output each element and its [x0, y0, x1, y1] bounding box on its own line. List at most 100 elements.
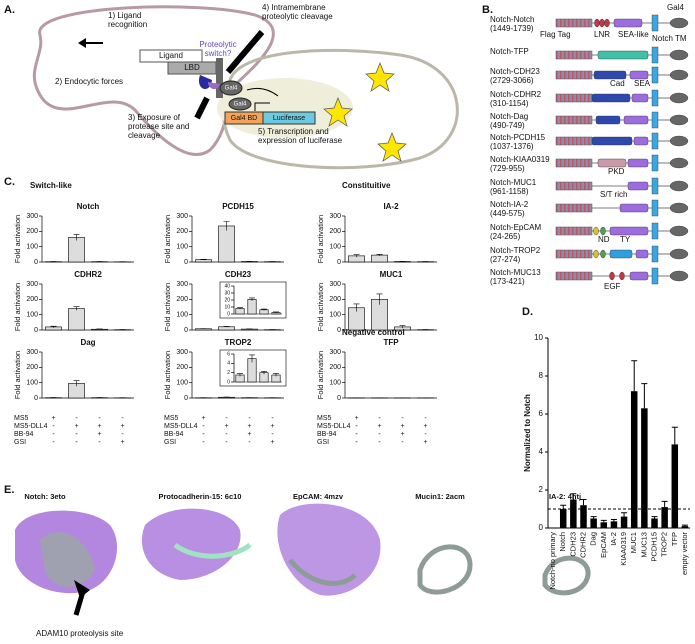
tm	[651, 267, 659, 285]
y-tick-label: 0	[34, 259, 38, 266]
bar	[681, 526, 689, 528]
domain	[591, 93, 631, 103]
condition-sign: -	[225, 415, 228, 422]
step-label: 1) Ligand	[108, 11, 141, 20]
condition-sign: -	[401, 415, 404, 422]
condition-sign: +	[400, 431, 404, 438]
y-tick-label: 100	[329, 380, 341, 387]
error-bar	[237, 373, 243, 377]
condition-sign: +	[400, 423, 404, 430]
condition-sign: -	[98, 439, 101, 446]
y-tick-label: 0	[337, 327, 341, 334]
error-bar	[610, 518, 617, 522]
error-bar	[671, 426, 678, 445]
flag-tag	[555, 50, 593, 60]
group-title: Negative control	[342, 328, 405, 337]
domain	[629, 70, 649, 80]
construct-name: Notch-TROP2	[490, 246, 541, 255]
flag-tag	[555, 271, 593, 281]
error-bar	[249, 354, 255, 363]
error-bar	[580, 499, 587, 506]
x-tick-label: KIAA0319	[619, 532, 628, 566]
construct-range: (729-955)	[490, 164, 525, 173]
y-tick-label: 200	[329, 364, 341, 371]
flag-tag	[555, 181, 593, 191]
condition-sign: +	[97, 431, 101, 438]
condition-name: MS5	[164, 415, 179, 422]
y-tick-label: 300	[176, 349, 188, 356]
domain	[600, 249, 606, 259]
tm	[651, 111, 659, 129]
y-tick-label: 200	[329, 296, 341, 303]
y-tick-label: 0	[539, 523, 544, 532]
condition-sign: -	[52, 439, 55, 446]
y-tick-label: 10	[224, 304, 230, 310]
structure-title: EpCAM: 4mzv	[293, 492, 344, 501]
condition-sign: -	[75, 439, 78, 446]
error-bar	[96, 328, 103, 330]
x-tick-label: TFP	[670, 532, 679, 546]
error-bar	[353, 254, 360, 258]
panel-label: B.	[482, 4, 493, 16]
bar	[559, 509, 567, 528]
construct-name: Notch-CDHR2	[490, 90, 542, 99]
condition-sign: +	[423, 423, 427, 430]
y-axis-label: Fold activation	[13, 215, 22, 263]
x-tick-label: Dag	[589, 532, 598, 546]
bar	[610, 521, 618, 528]
bar	[247, 298, 257, 315]
construct-name: Notch-MUC13	[490, 268, 541, 277]
construct-name: Notch-EpCAM	[490, 223, 541, 232]
panel-label: C.	[4, 176, 15, 188]
condition-name: BB-94	[14, 431, 34, 438]
domain-label: Notch TM	[652, 34, 687, 43]
construct-range: (961-1158)	[490, 187, 529, 196]
construct-range: (173-421)	[490, 277, 525, 286]
domain-label: Gal4	[667, 3, 684, 12]
x-tick-label: empty vector	[680, 532, 689, 575]
domain-label: SEA-like	[618, 30, 649, 39]
domain	[619, 271, 625, 281]
y-tick-label: 0	[34, 327, 38, 334]
construct-name: Notch-Dag	[490, 112, 528, 121]
annotation: ADAM10 proteolysis site	[36, 629, 124, 638]
error-bar	[600, 519, 607, 523]
tm	[651, 66, 659, 84]
y-tick-label: 300	[329, 349, 341, 356]
step-label: 5) Transcription and	[258, 127, 329, 136]
y-tick-label: 40	[224, 283, 230, 289]
y-tick-label: 200	[26, 364, 38, 371]
construct-range: (1037-1376)	[490, 142, 534, 151]
domain-label: ND	[598, 235, 610, 244]
error-bar	[223, 326, 230, 328]
condition-name: MS5-DLL4	[317, 423, 351, 430]
construct-name: Notch-MUC1	[490, 178, 537, 187]
flag-tag	[555, 70, 593, 80]
bar	[235, 308, 245, 315]
step-label: 4) Intramembrane	[262, 3, 326, 12]
error-bar	[621, 512, 628, 517]
bar	[68, 308, 85, 331]
flag-tag	[555, 115, 593, 125]
construct-range: (27-274)	[490, 255, 521, 264]
gal4	[669, 69, 689, 81]
step-label: expression of luciferase	[258, 136, 343, 145]
step-label: cleavage	[128, 131, 161, 140]
y-axis-label: Fold activation	[316, 283, 325, 331]
domain	[593, 70, 627, 80]
y-tick-label: 2	[539, 485, 544, 494]
bar	[641, 408, 648, 528]
error-bar	[651, 516, 658, 519]
tm	[651, 46, 659, 64]
y-tick-label: 0	[227, 311, 230, 317]
construct-name: Notch-KIAA0319	[490, 155, 550, 164]
y-axis-label: Fold activation	[163, 351, 172, 399]
bar	[218, 225, 235, 263]
tm	[651, 14, 659, 32]
x-tick-label: MUC1	[629, 532, 638, 553]
tm	[651, 199, 659, 217]
x-tick-label: CDHR2	[578, 532, 587, 558]
y-tick-label: 300	[329, 213, 341, 220]
gal4	[669, 180, 689, 192]
